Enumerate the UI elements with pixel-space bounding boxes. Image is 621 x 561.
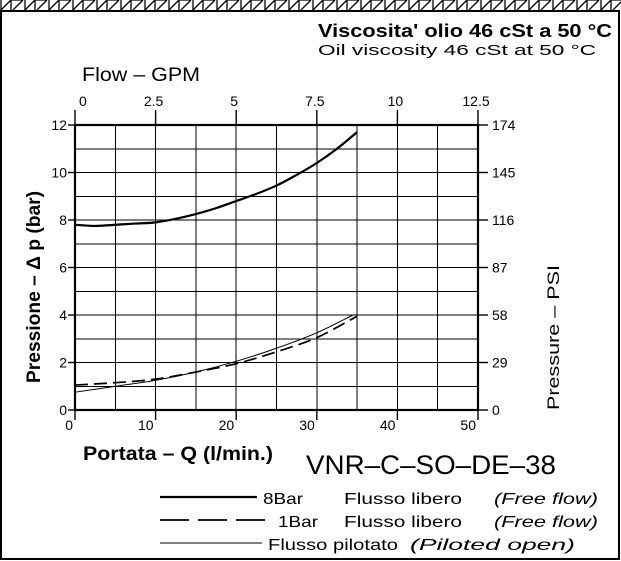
- chart-subtitle: Oil viscosity 46 cSt at 50 °C: [318, 42, 596, 59]
- legend-entry-1bar-free-flow: 1Bar Flusso libero (Free flow): [160, 514, 598, 531]
- y-axis-tick-label: 0: [59, 402, 67, 418]
- x-axis-tick-label: 40: [380, 417, 396, 433]
- right-axis-tick-label: 145: [492, 165, 516, 181]
- legend-entry-piloted-open: Flusso pilotato (Piloted open): [160, 537, 575, 554]
- legend-entry-8bar-free-flow: 8Bar Flusso libero (Free flow): [160, 491, 598, 508]
- series-line-flusso-pilotato: [74, 314, 354, 393]
- top-axis-tick-label: 5: [230, 93, 238, 109]
- y-axis-tick-label: 12: [51, 117, 67, 133]
- series-line-1bar-flusso-libero: [74, 315, 358, 386]
- right-axis-label: Pressure – PSI: [544, 265, 563, 410]
- right-axis-tick-label: 116: [492, 212, 515, 228]
- right-axis-tick-label: 0: [492, 402, 500, 418]
- top-border-hatch: [0, 0, 621, 10]
- x-axis-tick-label: 10: [138, 417, 154, 433]
- top-axis-label: Flow – GPM: [82, 65, 200, 86]
- top-axis-tick-label: 2.5: [144, 93, 164, 109]
- legend-tag: 8Bar: [263, 491, 304, 508]
- right-axis-tick-label: 87: [492, 260, 508, 276]
- y-axis-tick-label: 6: [59, 260, 67, 276]
- legend-label-en: (Free flow): [494, 514, 598, 531]
- outer-frame: [0, 10, 620, 560]
- y-axis-tick-label: 8: [59, 212, 67, 228]
- x-axis-tick-label: 20: [219, 417, 235, 433]
- x-axis-tick-label: 30: [299, 417, 315, 433]
- y-axis-tick-label: 10: [51, 165, 67, 181]
- legend-tag: 1Bar: [278, 514, 319, 531]
- grid-layer: [74, 124, 479, 411]
- legend-label-it: Flusso pilotato: [268, 537, 398, 554]
- x-axis-label: Portata – Q (l/min.): [83, 444, 273, 465]
- y-axis-label: Pressione – Δ p (bar): [24, 191, 45, 383]
- right-axis-tick-label: 29: [492, 355, 508, 371]
- y-axis-tick-label: 4: [59, 307, 67, 323]
- axes-layer: 0 10 20 30 40 50 0 2.5 5 7.5 10 12.5 0 2 4 6 8 10 12 0 29 58 8…: [51, 93, 515, 433]
- chart-title: Viscosita' olio 46 cSt a 50 °C: [318, 21, 612, 41]
- top-axis-tick-label: 7.5: [305, 93, 325, 109]
- legend: 8Bar Flusso libero (Free flow) 1Bar Flus…: [160, 491, 598, 554]
- model-code: VNR–C–SO–DE–38: [306, 450, 556, 480]
- legend-label-en: (Piloted open): [410, 537, 575, 554]
- legend-label-en: (Free flow): [494, 491, 598, 508]
- legend-label-it: Flusso libero: [344, 514, 462, 531]
- series-line-8bar-flusso-libero: [74, 131, 358, 228]
- right-axis-tick-label: 174: [492, 117, 516, 133]
- x-axis-tick-label: 0: [65, 417, 73, 433]
- top-axis-tick-label: 10: [388, 93, 404, 109]
- top-axis-tick-label: 12.5: [462, 93, 489, 109]
- top-axis-tick-label: 0: [79, 93, 87, 109]
- series-layer: [74, 131, 358, 393]
- right-axis-tick-label: 58: [492, 307, 508, 323]
- y-axis-tick-label: 2: [59, 355, 67, 371]
- legend-label-it: Flusso libero: [344, 491, 462, 508]
- x-axis-tick-label: 50: [460, 417, 476, 433]
